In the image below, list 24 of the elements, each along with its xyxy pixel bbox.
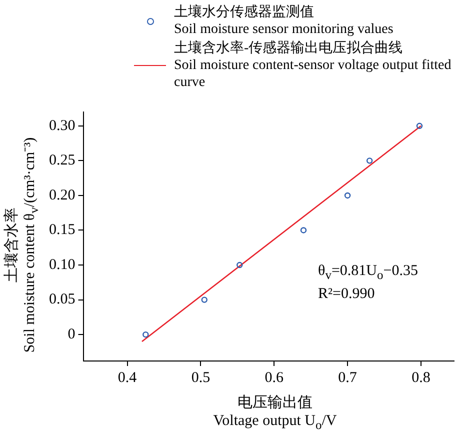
y-tick-label: 0.05 xyxy=(49,292,76,308)
legend-label: 土壤水分传感器监测值 Soil moisture sensor monitoring values xyxy=(174,4,394,38)
y-tick-label: 0.25 xyxy=(49,152,76,169)
point xyxy=(236,262,243,268)
y-tick-label: 0.30 xyxy=(49,118,76,134)
x-tick-label: 0.6 xyxy=(264,370,284,386)
x-tick-label: 0.8 xyxy=(412,370,430,386)
point xyxy=(416,122,423,130)
point xyxy=(142,331,149,338)
point xyxy=(344,192,351,199)
legend-label: 土壤含水率-传感器输出电压拟合曲线 Soil moisture content-sensor voltage output fitted curve xyxy=(174,40,452,91)
x-axis-title: 电压输出值 Voltage output U$_{o}$/V xyxy=(212,394,338,434)
x-tick-label: 0.5 xyxy=(191,370,210,386)
annotation: θ$_{v}$=0.81U$_{o}$−0.35 xyxy=(318,262,418,284)
x-tick-label: 0.4 xyxy=(118,370,138,386)
y-tick-label: 0.10 xyxy=(49,256,76,273)
y-tick-label: 0.20 xyxy=(49,187,76,204)
annotation: R²=0.990 xyxy=(318,285,376,304)
point xyxy=(201,296,208,303)
y-tick-label: 0 xyxy=(68,326,76,343)
point xyxy=(366,158,373,164)
y-tick-label: 0.15 xyxy=(49,222,76,238)
x-tick-label: 0.7 xyxy=(338,370,358,386)
point xyxy=(300,227,307,234)
